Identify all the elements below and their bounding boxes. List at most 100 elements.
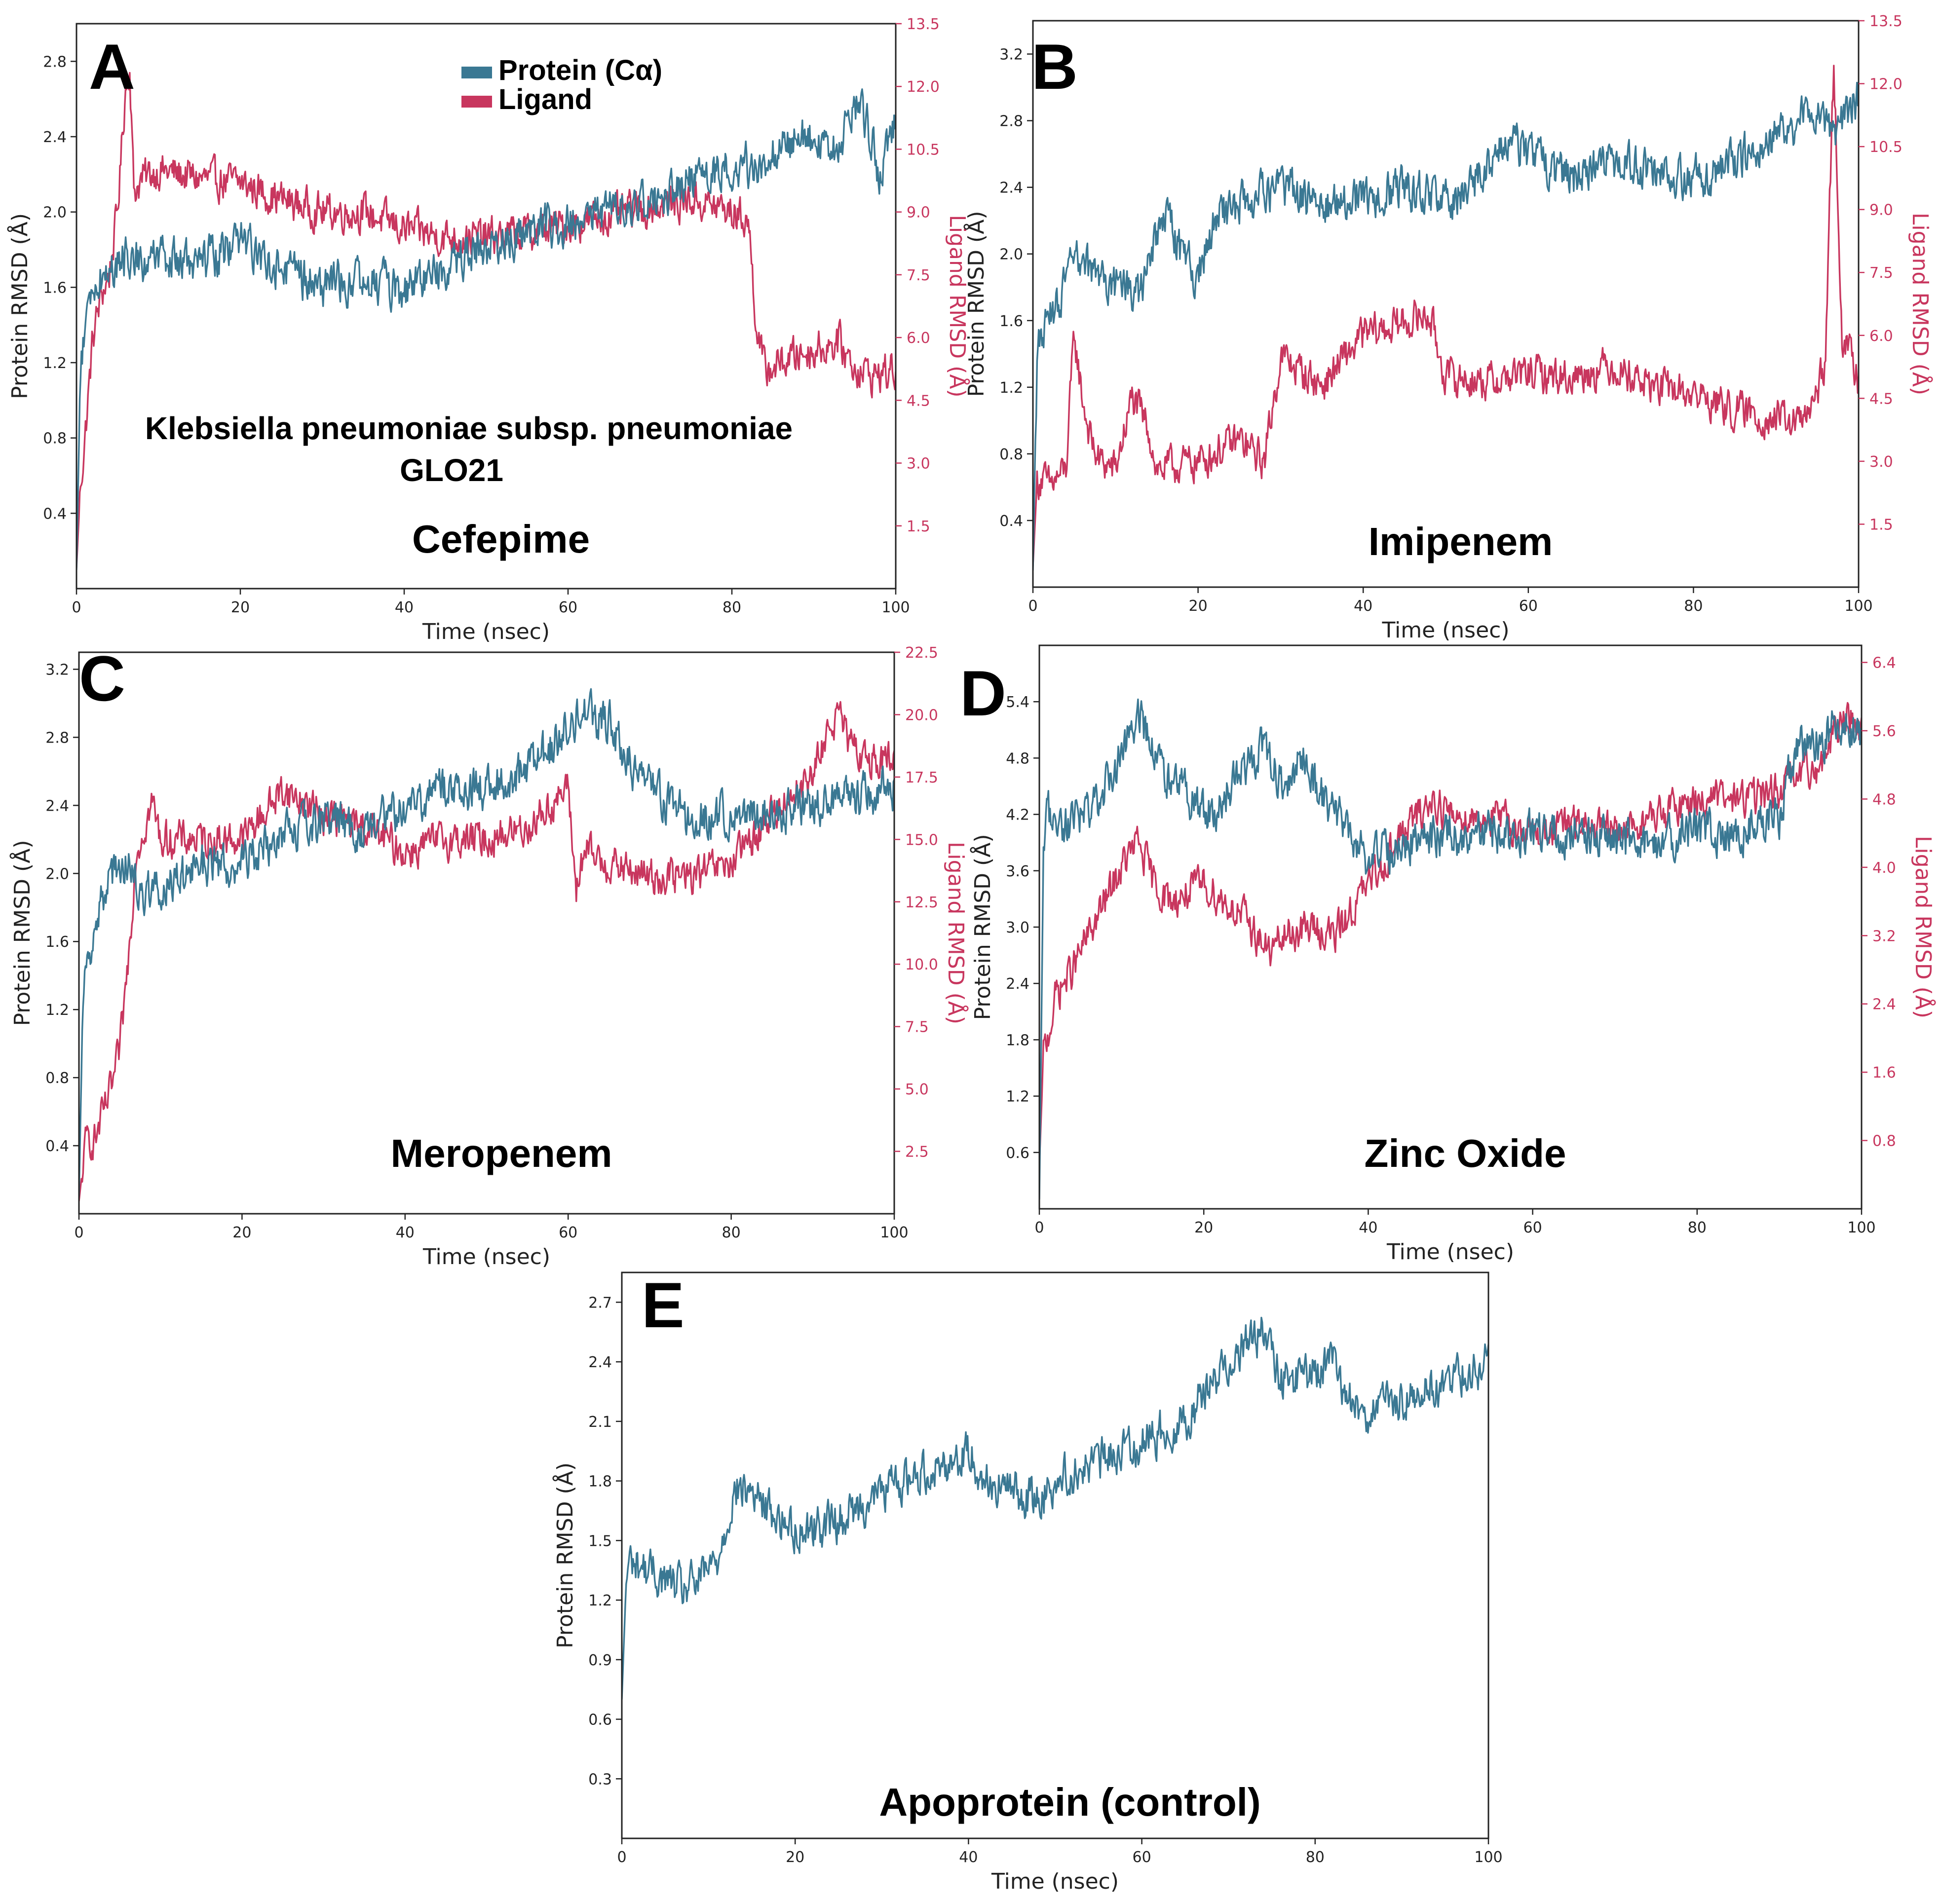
y2-tick-label: 4.5 (907, 392, 930, 410)
y-tick-label: 2.1 (588, 1414, 612, 1431)
y-tick-label: 2.8 (999, 113, 1023, 130)
y-tick-label: 3.6 (1006, 863, 1029, 880)
y2-tick-label: 6.0 (907, 330, 930, 347)
y-tick-label: 1.2 (43, 355, 67, 372)
plot-frame-D (1038, 644, 1863, 1210)
y2-tick-label: 12.5 (905, 894, 938, 911)
y-tick-label: 3.0 (1006, 919, 1029, 936)
y2-tick-label: 9.0 (1869, 202, 1893, 219)
compound-title: Zinc Oxide (1365, 1131, 1566, 1175)
ligand-series-line-D (1039, 702, 1862, 1166)
y2-tick-label: 9.0 (907, 204, 930, 222)
x-tick-label: 0 (1034, 1219, 1044, 1236)
y-tick-label: 1.6 (43, 279, 67, 297)
y2-tick-label: 5.0 (905, 1081, 929, 1098)
plot-frame-C (78, 651, 895, 1215)
x-tick-label: 0 (617, 1849, 626, 1866)
x-axis-label: Time (nsec) (1381, 618, 1509, 643)
y2-tick-label: 4.5 (1869, 390, 1893, 408)
x-tick-label: 60 (559, 1224, 577, 1241)
protein-series-line-E (622, 1316, 1488, 1700)
chart-panel-A: 0 20 40 60 80 100 Time (nsec) 0.4 0.8 1.2 1.6 2.0 2.… (6, 16, 971, 644)
y-tick-label: 1.6 (45, 933, 69, 951)
y2-tick-label: 10.5 (907, 141, 940, 158)
y-tick-label: 2.0 (999, 246, 1023, 263)
y2-tick-label: 5.6 (1872, 723, 1896, 740)
y-tick-label: 1.6 (999, 313, 1023, 330)
panel-letter-C: C (79, 642, 125, 714)
y2-axis-label: Ligand RMSD (Å) (1910, 836, 1937, 1018)
y-tick-label: 2.4 (1006, 975, 1029, 993)
compound-title: Imipenem (1369, 520, 1553, 563)
y-tick-label: 0.6 (588, 1712, 612, 1729)
y2-tick-label: 12.0 (907, 78, 940, 96)
y-tick-label: 0.4 (45, 1138, 69, 1155)
compound-title: Apoprotein (control) (879, 1780, 1260, 1824)
ligand-series-line-B (1033, 65, 1859, 566)
x-tick-label: 40 (1354, 597, 1372, 615)
panel-letter-B: B (1031, 31, 1078, 103)
plot-frame-A (76, 23, 897, 590)
y2-tick-label: 1.5 (907, 518, 930, 535)
x-tick-label: 100 (881, 599, 910, 616)
y-tick-label: 2.8 (43, 53, 67, 71)
species-label-line1: Klebsiella pneumoniae subsp. pneumoniae (145, 411, 793, 446)
x-tick-label: 80 (1684, 597, 1703, 615)
protein-series-line-D (1039, 698, 1862, 1200)
y2-tick-label: 22.5 (905, 644, 938, 662)
chart-panel-E: 0 20 40 60 80 100 Time (nsec) 0.3 0.6 0.9 1.2 1.5 1.… (552, 1269, 1503, 1894)
y2-tick-label: 10.0 (905, 956, 938, 973)
chart-panel-D: 0 20 40 60 80 100 Time (nsec) 0.6 1.2 1.8 2.4 3.0 3.… (960, 644, 1937, 1265)
x-tick-label: 100 (1847, 1219, 1875, 1236)
y-tick-label: 0.8 (999, 446, 1023, 463)
protein-series-line-B (1033, 81, 1859, 571)
y2-tick-label: 17.5 (905, 769, 938, 786)
chart-panel-C: 0 20 40 60 80 100 Time (nsec) 0.4 0.8 1.2 1.6 2.0 2.… (9, 642, 969, 1269)
protein-series-line-C (79, 688, 894, 1197)
y-tick-label: 0.9 (588, 1652, 612, 1669)
y2-tick-label: 12.0 (1869, 76, 1903, 93)
y2-tick-label: 4.8 (1872, 791, 1896, 808)
y-tick-label: 2.4 (45, 797, 69, 815)
panel-letter-E: E (642, 1269, 685, 1341)
y-tick-label: 0.8 (43, 430, 67, 448)
legend-ligand-label: Ligand (498, 83, 592, 115)
legend-protein-swatch (461, 67, 492, 78)
y2-tick-label: 7.5 (905, 1019, 929, 1036)
x-axis-label: Time (nsec) (1386, 1239, 1514, 1265)
y-tick-label: 2.4 (43, 129, 67, 146)
y-tick-label: 1.2 (1006, 1088, 1029, 1106)
x-tick-label: 40 (959, 1849, 978, 1866)
y-tick-label: 1.2 (45, 1002, 69, 1019)
x-tick-label: 80 (1688, 1219, 1707, 1236)
y2-tick-label: 6.0 (1869, 328, 1893, 345)
y-tick-label: 3.2 (999, 46, 1023, 64)
compound-title: Meropenem (391, 1131, 612, 1175)
x-axis-label: Time (nsec) (422, 1244, 550, 1269)
x-axis-label: Time (nsec) (991, 1869, 1119, 1894)
y-tick-label: 0.8 (45, 1070, 69, 1087)
protein-series-line-A (76, 88, 896, 570)
x-tick-label: 20 (786, 1849, 804, 1866)
y-axis-label: Protein RMSD (Å) (963, 211, 989, 397)
x-tick-label: 100 (880, 1224, 908, 1241)
y2-tick-label: 7.5 (1869, 264, 1893, 282)
x-tick-label: 20 (231, 599, 250, 616)
y2-tick-label: 7.5 (907, 267, 930, 284)
plot-frame-E (621, 1271, 1489, 1839)
y-tick-label: 0.4 (999, 513, 1023, 530)
y2-tick-label: 13.5 (907, 16, 940, 33)
y2-tick-label: 2.5 (905, 1144, 929, 1161)
x-tick-label: 60 (1519, 597, 1538, 615)
compound-title: Cefepime (412, 517, 590, 561)
y-tick-label: 2.0 (45, 865, 69, 883)
x-tick-label: 80 (723, 599, 741, 616)
legend: Protein (Cα)Ligand (461, 54, 662, 115)
y-axis-label: Protein RMSD (Å) (9, 840, 35, 1026)
x-tick-label: 100 (1844, 597, 1872, 615)
y-axis-label: Protein RMSD (Å) (552, 1462, 578, 1648)
y2-tick-label: 3.0 (1869, 453, 1893, 471)
y2-tick-label: 3.2 (1872, 928, 1896, 945)
x-tick-label: 20 (1194, 1219, 1213, 1236)
x-tick-label: 0 (72, 599, 81, 616)
